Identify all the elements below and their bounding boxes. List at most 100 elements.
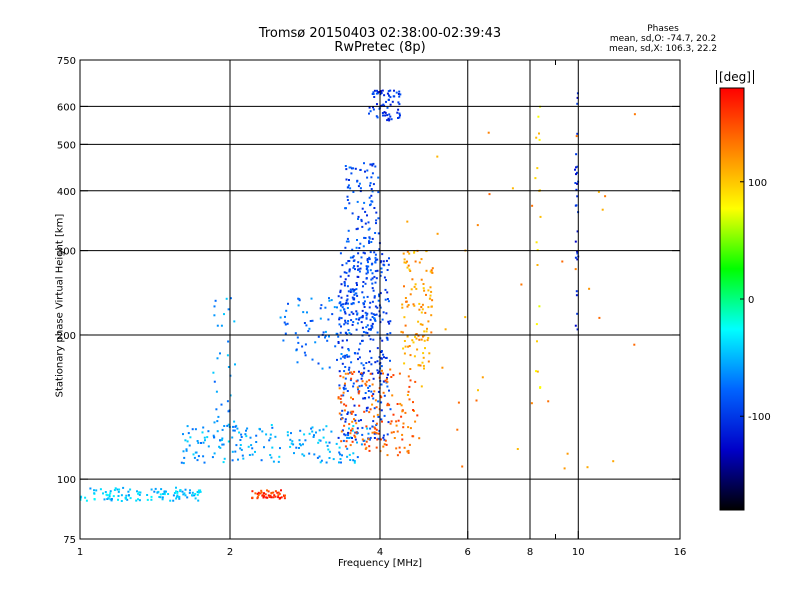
data-point bbox=[346, 455, 349, 458]
data-point bbox=[415, 333, 418, 335]
data-point bbox=[372, 397, 375, 400]
data-point bbox=[416, 348, 419, 351]
data-point bbox=[365, 425, 368, 428]
data-point bbox=[365, 446, 368, 449]
data-point bbox=[362, 285, 364, 288]
data-point bbox=[403, 446, 406, 449]
data-point bbox=[349, 187, 352, 190]
data-point bbox=[405, 300, 408, 303]
data-point bbox=[360, 220, 363, 223]
data-point bbox=[418, 437, 421, 440]
data-point bbox=[428, 352, 431, 355]
data-point bbox=[343, 424, 346, 427]
data-point bbox=[355, 318, 358, 321]
data-point bbox=[361, 426, 364, 429]
data-point bbox=[378, 429, 381, 432]
data-point bbox=[391, 394, 394, 397]
data-point bbox=[351, 323, 354, 326]
data-point bbox=[311, 319, 314, 322]
data-point bbox=[351, 429, 354, 432]
data-point bbox=[428, 297, 431, 300]
data-point bbox=[270, 456, 273, 459]
data-point bbox=[353, 460, 356, 462]
data-point bbox=[284, 315, 286, 318]
data-point bbox=[382, 391, 385, 394]
data-point bbox=[117, 495, 120, 497]
data-point bbox=[367, 369, 370, 372]
data-point bbox=[361, 309, 364, 312]
data-point bbox=[213, 305, 216, 308]
data-point bbox=[363, 306, 366, 308]
data-point bbox=[342, 439, 345, 442]
data-point bbox=[355, 431, 358, 434]
data-point bbox=[384, 111, 387, 114]
data-point bbox=[371, 316, 374, 318]
data-point bbox=[370, 163, 373, 166]
data-point bbox=[234, 363, 236, 366]
data-point bbox=[339, 289, 342, 292]
data-point bbox=[387, 320, 390, 323]
data-point bbox=[415, 287, 418, 290]
data-point bbox=[175, 490, 177, 493]
data-point bbox=[369, 372, 372, 375]
data-point bbox=[373, 96, 376, 98]
data-point bbox=[356, 432, 359, 434]
data-point bbox=[319, 307, 322, 310]
data-point bbox=[389, 115, 392, 118]
data-point bbox=[238, 431, 241, 434]
data-point bbox=[343, 281, 346, 284]
data-point bbox=[371, 322, 374, 325]
data-point bbox=[360, 419, 362, 422]
data-point bbox=[386, 106, 389, 109]
data-point bbox=[308, 327, 311, 330]
data-point bbox=[374, 319, 377, 322]
data-point bbox=[339, 375, 342, 378]
data-point bbox=[346, 199, 349, 201]
data-point bbox=[344, 312, 347, 315]
data-point bbox=[262, 495, 265, 498]
data-point bbox=[233, 429, 236, 432]
data-point bbox=[427, 306, 430, 309]
data-point bbox=[353, 434, 356, 437]
data-point bbox=[320, 459, 323, 462]
data-point bbox=[390, 118, 393, 121]
data-point bbox=[361, 372, 364, 375]
data-point bbox=[365, 314, 368, 317]
data-point bbox=[386, 337, 389, 340]
data-point bbox=[340, 413, 343, 416]
data-point bbox=[194, 497, 197, 500]
data-point bbox=[361, 314, 364, 317]
data-point bbox=[364, 397, 367, 400]
data-point bbox=[298, 443, 301, 446]
data-point bbox=[349, 459, 352, 461]
data-point bbox=[193, 494, 196, 497]
data-point bbox=[426, 327, 428, 330]
data-point bbox=[337, 342, 340, 344]
data-point bbox=[331, 313, 334, 316]
data-point bbox=[536, 264, 539, 266]
data-point bbox=[320, 304, 323, 307]
data-point bbox=[373, 415, 375, 418]
data-point bbox=[301, 453, 304, 456]
data-point bbox=[324, 330, 327, 333]
data-point bbox=[371, 287, 374, 290]
data-point bbox=[245, 429, 247, 432]
data-point bbox=[324, 306, 327, 309]
data-point bbox=[356, 313, 359, 316]
data-point bbox=[345, 262, 348, 265]
data-point bbox=[426, 339, 429, 342]
colorbar-ticks: 100 0 -100 bbox=[740, 178, 771, 423]
data-point bbox=[365, 409, 368, 412]
data-point bbox=[194, 428, 197, 431]
data-point bbox=[406, 220, 409, 223]
data-point bbox=[343, 310, 346, 313]
data-point bbox=[386, 338, 389, 341]
data-point bbox=[430, 269, 433, 272]
data-point bbox=[196, 440, 199, 442]
data-point bbox=[370, 390, 373, 393]
data-point bbox=[338, 384, 341, 387]
data-point bbox=[220, 403, 223, 406]
data-point bbox=[350, 319, 353, 322]
data-point bbox=[223, 313, 225, 316]
data-point bbox=[212, 371, 215, 374]
